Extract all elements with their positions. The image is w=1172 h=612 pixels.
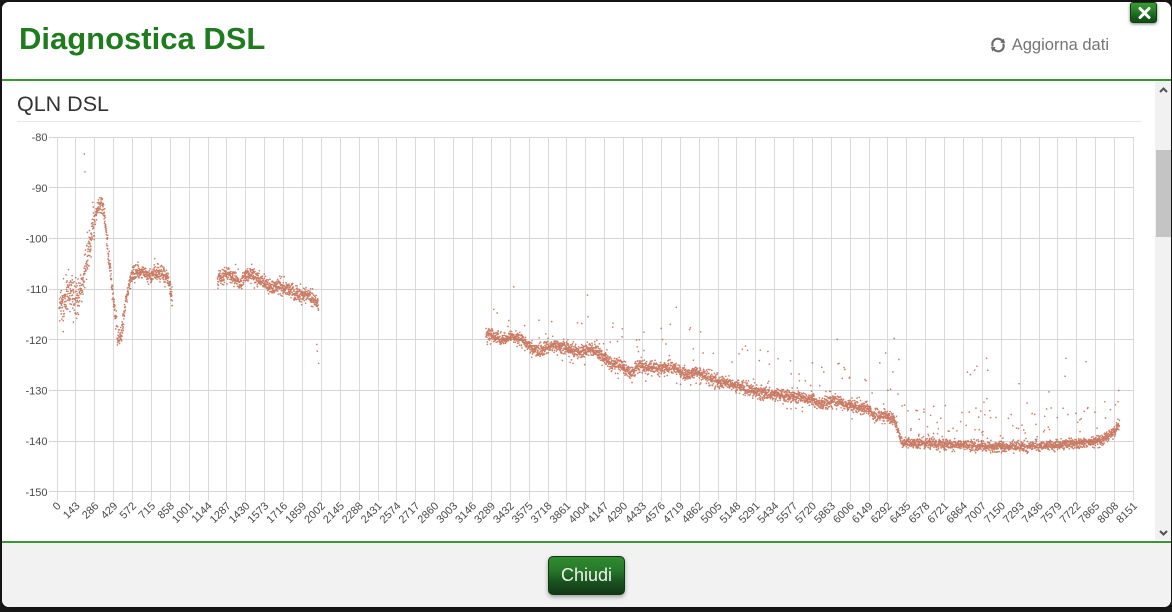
- svg-text:-140: -140: [25, 436, 47, 448]
- svg-text:8151: 8151: [1114, 500, 1140, 526]
- svg-text:-150: -150: [25, 487, 47, 499]
- svg-text:-90: -90: [32, 183, 48, 195]
- svg-text:-80: -80: [32, 132, 48, 144]
- svg-text:715: 715: [137, 500, 158, 521]
- svg-text:0: 0: [51, 500, 64, 513]
- svg-text:-130: -130: [25, 386, 47, 398]
- svg-text:-110: -110: [26, 284, 47, 296]
- svg-text:-100: -100: [25, 233, 47, 245]
- svg-text:286: 286: [80, 500, 101, 521]
- svg-text:143: 143: [61, 500, 82, 521]
- svg-text:-120: -120: [25, 335, 47, 347]
- svg-text:429: 429: [99, 500, 120, 521]
- svg-text:572: 572: [118, 500, 139, 521]
